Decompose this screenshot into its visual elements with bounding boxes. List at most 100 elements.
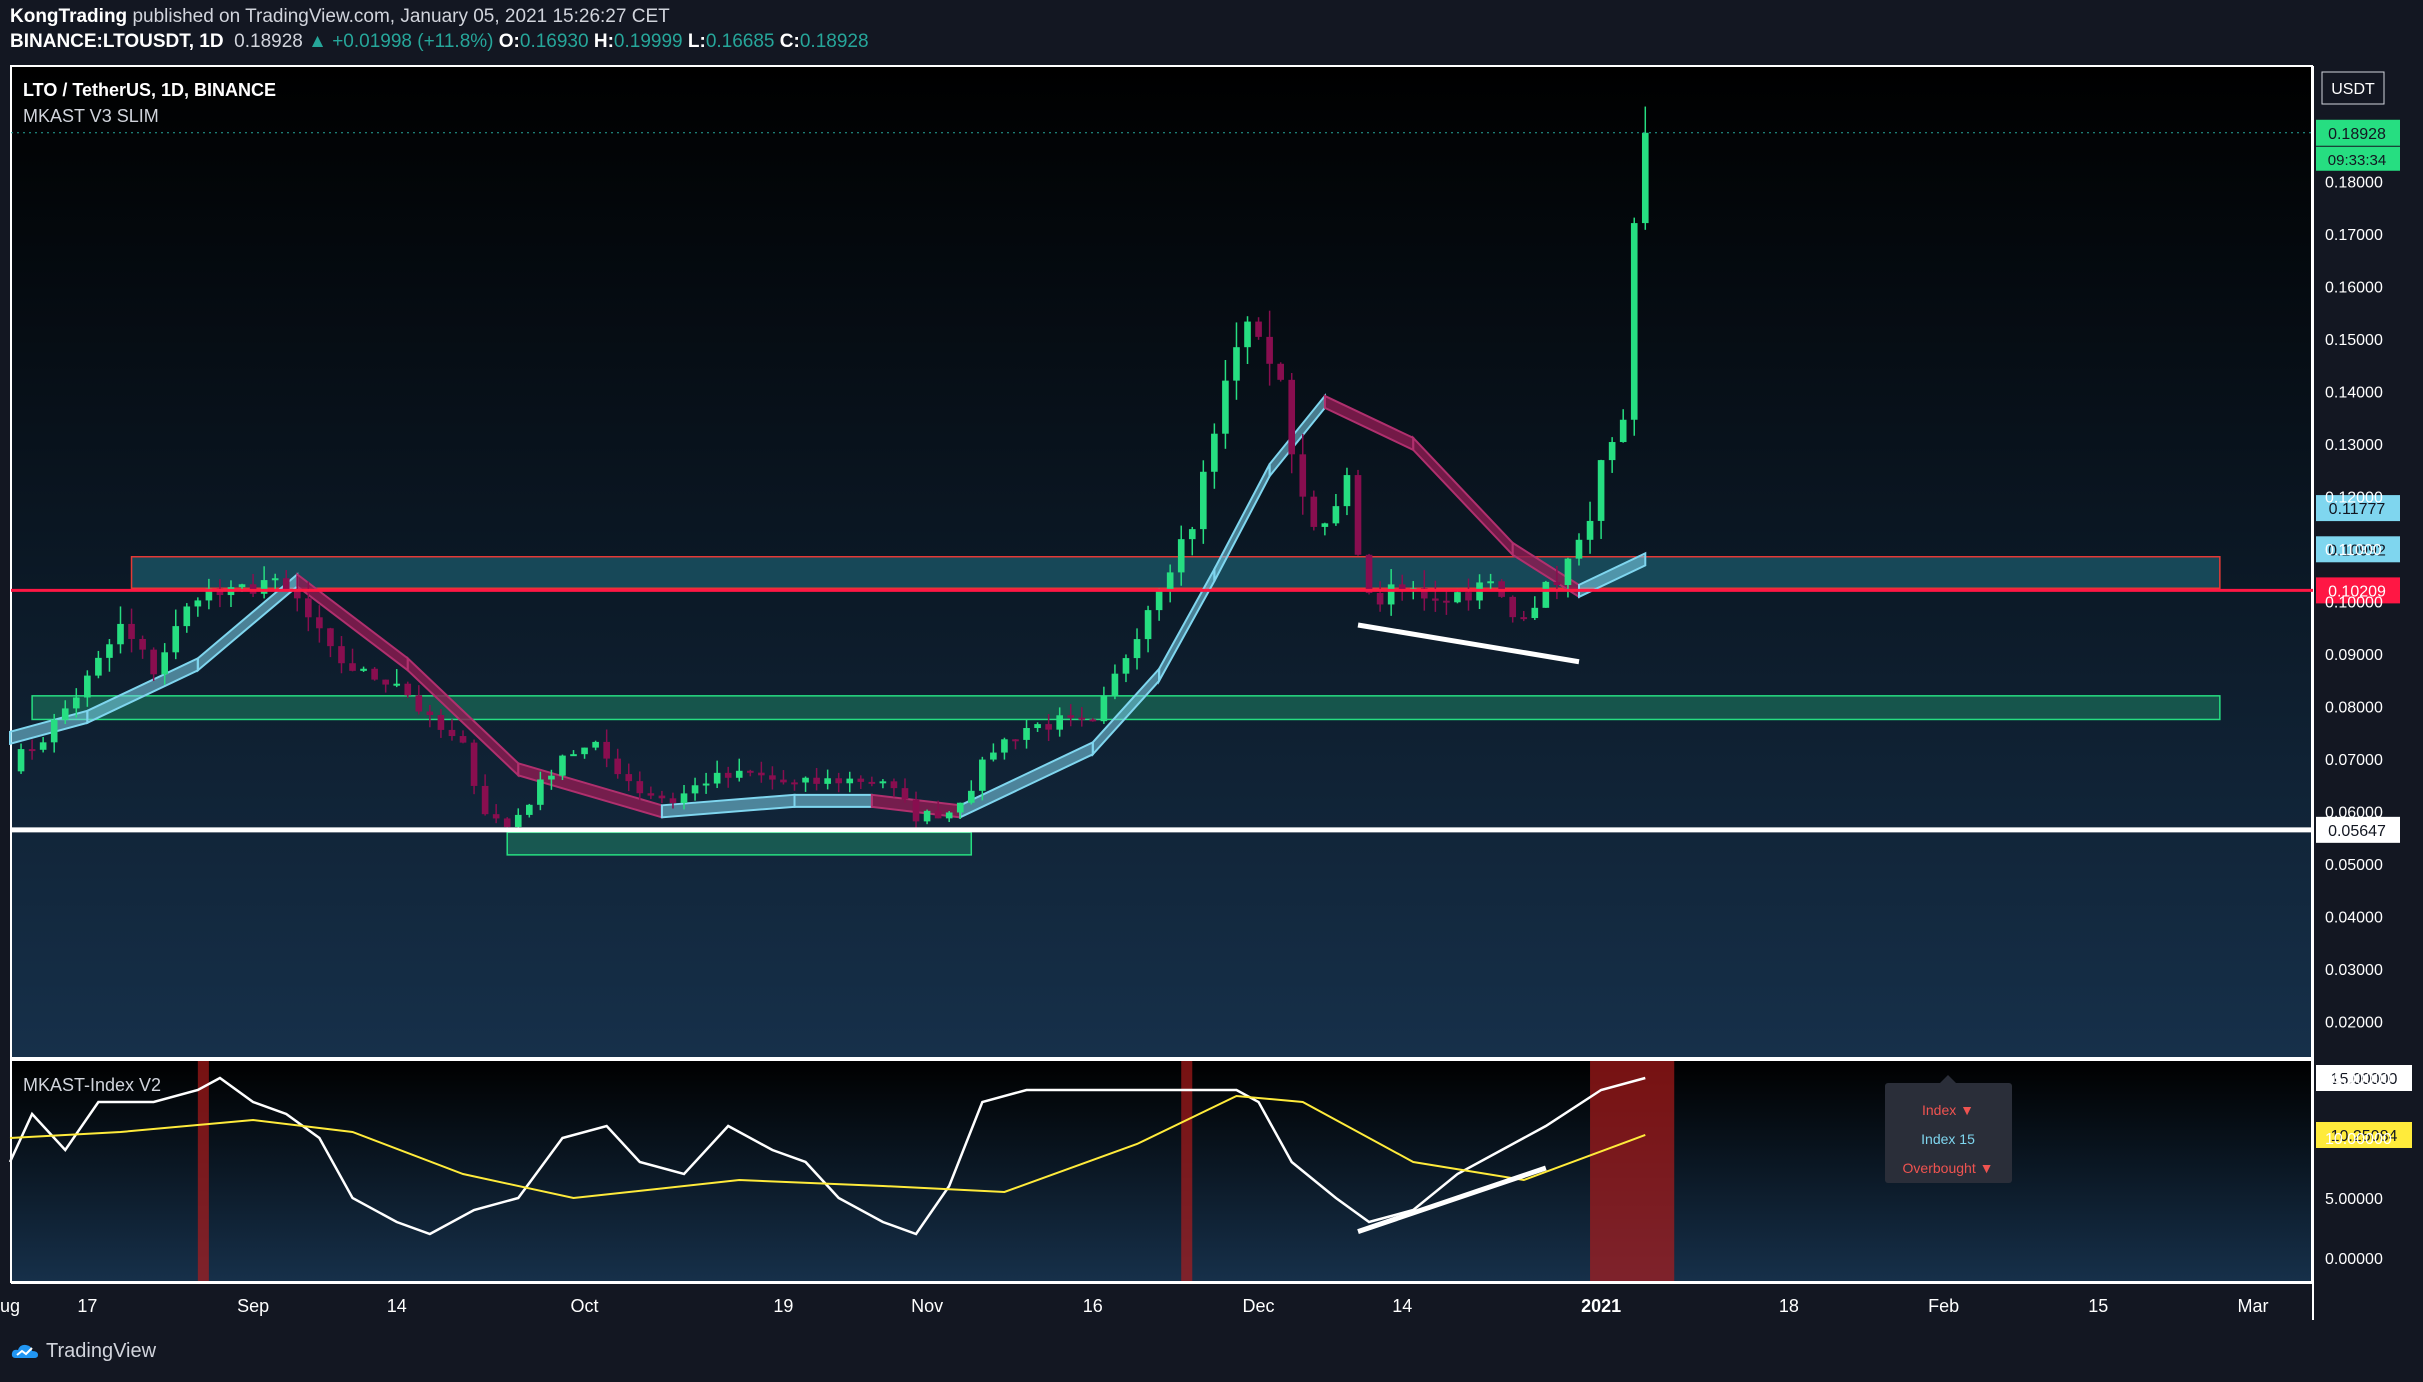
- candle-body[interactable]: [1244, 321, 1251, 348]
- candle-body[interactable]: [625, 774, 633, 782]
- candle-body[interactable]: [923, 810, 931, 822]
- candle-body[interactable]: [415, 695, 423, 712]
- candle-body[interactable]: [1420, 588, 1428, 599]
- candle-body[interactable]: [1321, 523, 1329, 527]
- candle-body[interactable]: [260, 580, 268, 594]
- candle-body[interactable]: [1078, 717, 1086, 720]
- candle-body[interactable]: [426, 711, 434, 716]
- candle-body[interactable]: [61, 708, 69, 720]
- candle-body[interactable]: [901, 788, 909, 800]
- candle-body[interactable]: [50, 719, 58, 743]
- candle-body[interactable]: [824, 778, 831, 784]
- candle-body[interactable]: [470, 742, 478, 786]
- candle-body[interactable]: [758, 772, 765, 776]
- candle-body[interactable]: [1100, 695, 1108, 722]
- candle-body[interactable]: [868, 781, 876, 784]
- candle-body[interactable]: [846, 778, 854, 784]
- candle-body[interactable]: [1398, 584, 1406, 590]
- candle-body[interactable]: [990, 752, 997, 760]
- candle-body[interactable]: [1166, 572, 1174, 590]
- candle-body[interactable]: [570, 754, 577, 757]
- candle-body[interactable]: [559, 755, 566, 776]
- candle-body[interactable]: [1255, 321, 1262, 337]
- candle-body[interactable]: [172, 626, 180, 653]
- candle-body[interactable]: [84, 675, 91, 698]
- candle-body[interactable]: [1432, 598, 1439, 601]
- candle-body[interactable]: [835, 778, 843, 784]
- candle-body[interactable]: [39, 742, 47, 750]
- candle-body[interactable]: [979, 759, 986, 791]
- candle-body[interactable]: [857, 778, 865, 782]
- author-name[interactable]: KongTrading: [10, 6, 128, 27]
- candle-body[interactable]: [592, 741, 599, 748]
- candle-body[interactable]: [349, 663, 356, 671]
- candle-body[interactable]: [1222, 380, 1229, 434]
- candle-body[interactable]: [1487, 581, 1494, 584]
- candle-body[interactable]: [1133, 639, 1141, 659]
- candle-body[interactable]: [514, 814, 522, 827]
- candle-body[interactable]: [382, 679, 389, 685]
- candle-body[interactable]: [1122, 658, 1130, 674]
- candle-body[interactable]: [702, 783, 710, 786]
- candle-body[interactable]: [1332, 506, 1340, 524]
- candle-body[interactable]: [117, 623, 124, 645]
- candle-body[interactable]: [647, 793, 655, 796]
- candle-body[interactable]: [393, 683, 401, 686]
- candle-body[interactable]: [305, 598, 312, 618]
- candle-body[interactable]: [371, 668, 378, 680]
- candle-body[interactable]: [1310, 496, 1318, 527]
- candle-body[interactable]: [879, 781, 887, 784]
- footer-brand[interactable]: TradingView: [46, 1340, 157, 1362]
- candle-body[interactable]: [802, 777, 809, 783]
- candle-body[interactable]: [746, 770, 754, 773]
- candle-body[interactable]: [1045, 724, 1052, 730]
- candle-body[interactable]: [680, 793, 688, 803]
- candle-body[interactable]: [658, 795, 666, 799]
- candle-body[interactable]: [945, 812, 953, 819]
- candle-body[interactable]: [614, 758, 622, 775]
- candle-body[interactable]: [481, 785, 489, 815]
- candle-body[interactable]: [603, 741, 610, 759]
- candle-body[interactable]: [106, 644, 113, 658]
- candle-body[interactable]: [1454, 592, 1461, 603]
- candle-body[interactable]: [1564, 558, 1572, 585]
- candle-body[interactable]: [238, 584, 246, 588]
- candle-body[interactable]: [1641, 132, 1649, 224]
- candle-body[interactable]: [28, 749, 36, 752]
- candle-body[interactable]: [437, 715, 445, 730]
- candle-body[interactable]: [691, 785, 699, 794]
- candle-body[interactable]: [967, 790, 975, 803]
- candle-body[interactable]: [1067, 715, 1075, 718]
- candle-body[interactable]: [1365, 554, 1373, 593]
- candle-body[interactable]: [95, 657, 102, 676]
- candle-body[interactable]: [338, 646, 345, 664]
- candle-body[interactable]: [1034, 724, 1041, 729]
- candle-body[interactable]: [1001, 739, 1008, 753]
- candle-body[interactable]: [1023, 728, 1030, 740]
- candle-body[interactable]: [813, 777, 820, 784]
- candle-body[interactable]: [1012, 739, 1019, 742]
- candle-body[interactable]: [1465, 592, 1472, 601]
- candle-body[interactable]: [360, 668, 367, 671]
- candle-body[interactable]: [293, 590, 301, 599]
- candle-body[interactable]: [1155, 589, 1163, 611]
- candle-body[interactable]: [503, 818, 511, 827]
- candle-body[interactable]: [1343, 475, 1351, 507]
- candle-body[interactable]: [1354, 475, 1362, 555]
- candle-body[interactable]: [327, 628, 334, 647]
- candle-body[interactable]: [780, 779, 787, 783]
- candle-body[interactable]: [271, 578, 279, 581]
- candle-body[interactable]: [316, 617, 323, 629]
- candle-body[interactable]: [1177, 539, 1185, 573]
- candle-body[interactable]: [1387, 584, 1395, 605]
- candle-body[interactable]: [548, 775, 555, 780]
- candle-body[interactable]: [934, 810, 942, 819]
- candle-body[interactable]: [194, 600, 202, 607]
- candle-body[interactable]: [1288, 379, 1296, 455]
- candle-body[interactable]: [1531, 607, 1539, 619]
- candle-body[interactable]: [1586, 520, 1594, 540]
- candle-body[interactable]: [404, 683, 412, 696]
- candle-body[interactable]: [128, 623, 135, 639]
- candle-body[interactable]: [1619, 419, 1627, 443]
- candle-body[interactable]: [1376, 592, 1384, 605]
